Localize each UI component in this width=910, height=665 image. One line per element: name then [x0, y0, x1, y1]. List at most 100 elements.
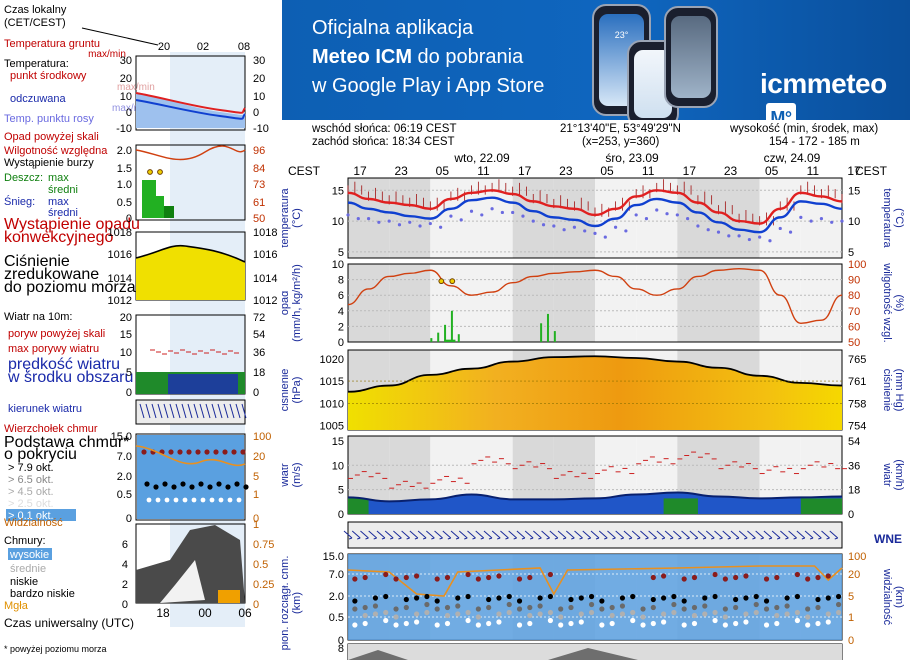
cloud-base-dot: [702, 611, 708, 617]
pressure-tick-right: 765: [848, 354, 866, 366]
legend-rain: Deszcz:: [4, 172, 43, 184]
legend-storm-marker: [147, 169, 153, 175]
legend-visibility-tick-right: 20: [253, 451, 265, 463]
legend-cloud-base: Podstawa chmur*: [4, 434, 129, 451]
cloud-base-dot: [671, 593, 677, 600]
cloud-base-dot: [784, 611, 790, 617]
legend-cloudbase-tick-left: 0: [126, 513, 132, 525]
legend-pressure-tick-left: 1012: [108, 295, 132, 307]
dew-point-dot: [500, 210, 504, 215]
pressure-tick-right: 754: [848, 421, 866, 433]
dew-point-dot: [686, 217, 690, 221]
wind-direction-arrowhead: [628, 537, 633, 540]
visibility-tick-right: 5: [848, 591, 854, 603]
wind-direction-arrowhead: [694, 537, 698, 540]
legend-cloud-dot: [155, 497, 161, 503]
promo-line-1: Oficjalna aplikacja: [312, 17, 474, 39]
pressure-left-axis-label-line: (hPa): [291, 377, 303, 404]
wind-green-segment: [348, 498, 369, 514]
wind-left-axis-label-line: wiatr: [282, 463, 291, 488]
wind-direction-arrow: [467, 530, 476, 539]
wind-tick-right: 36: [848, 460, 860, 472]
temp-tick-left: 15: [332, 185, 344, 197]
wind-direction-arrow: [738, 530, 748, 539]
wind-direction-arrow: [384, 530, 394, 539]
cloud-base-dot: [835, 601, 842, 608]
legend-low: niskie: [10, 576, 38, 588]
wind-direction-arrowhead: [447, 537, 451, 540]
cloud-base-dot: [630, 609, 636, 616]
precip-tick-left: 2: [338, 321, 344, 333]
cloud-base-dot: [588, 593, 595, 600]
cloud-base-dot: [630, 593, 636, 600]
wind-direction-arrow: [516, 530, 526, 539]
legend-local-hour: 08: [238, 41, 250, 53]
legend-okt: > 7.9 okt.: [8, 462, 54, 474]
wind-direction-arrow: [491, 530, 501, 539]
wind-direction-arrow: [351, 530, 361, 539]
panel-frame: [347, 177, 843, 259]
cloudbase-left-axis-label-line: (km): [291, 592, 303, 614]
cloud-base-dot: [743, 595, 749, 601]
hour-tick: 17: [518, 164, 532, 178]
wind-direction-arrowhead: [595, 537, 600, 540]
wind-direction-arrow: [582, 530, 592, 539]
wind-direction-arrowhead: [793, 537, 797, 540]
pressure-line: [347, 355, 843, 393]
legend-pressure-tick-left: 1016: [108, 249, 132, 261]
wind-direction-arrowhead: [834, 537, 838, 540]
wind-direction-arrowhead: [719, 537, 723, 540]
wind-direction-arrowhead: [826, 537, 830, 540]
day-label: wto, 22.09: [453, 151, 510, 165]
cloud-base-dot: [794, 593, 801, 600]
wind-direction-arrowhead: [818, 537, 822, 540]
cloud-base-dot: [825, 611, 831, 617]
dew-point-dot: [583, 229, 587, 233]
cloudbase-tick-left: 2.0: [329, 591, 344, 603]
dew-point-dot: [552, 224, 556, 228]
legend-precip-tick-left: 0.5: [117, 197, 132, 209]
cloud-base-dot: [444, 620, 451, 627]
cloud-base-dot: [475, 576, 481, 582]
cloud-base-dot: [465, 617, 471, 624]
wind-direction-arrowhead: [554, 537, 558, 540]
cloud-base-dot: [619, 603, 626, 609]
cloud-base-dot: [403, 574, 409, 581]
wind-left-axis-label-line: (m/s): [291, 462, 303, 487]
legend-wind-area-blue: [168, 374, 238, 394]
legend-wind-arrow: [175, 403, 181, 419]
wind-direction-arrow: [755, 530, 764, 539]
legend-cloud-dot: [162, 481, 168, 487]
cloud-base-dot: [516, 606, 523, 612]
wind-direction-arrow: [393, 530, 402, 539]
app-promo-banner[interactable]: Oficjalna aplikacja Meteo ICM do pobrani…: [282, 0, 910, 120]
cloud-base-dot: [835, 593, 842, 600]
visibility-tick-right: 1: [848, 612, 854, 624]
dew-point-dot: [778, 226, 782, 231]
cloud-base-dot: [609, 612, 615, 619]
cloud-base-dot: [578, 611, 584, 617]
grid-text: (x=253, y=360): [582, 136, 660, 148]
meteogram-chart[interactable]: CEST CEST wto, 22.09 śro, 23.09 czw, 24.09 17…: [279, 120, 910, 661]
legend-gust-above: poryw powyżej skali: [8, 328, 105, 340]
phone-temp: 23°: [614, 30, 629, 40]
wind-direction-arrowhead: [587, 537, 591, 540]
legend-wind10: Wiatr na 10m:: [4, 311, 72, 323]
temp-series-line: [347, 189, 843, 225]
cloudbase-left-axis-label: pion. rozciągł. chm.(km): [279, 556, 303, 651]
cloud-base-dot: [352, 576, 358, 582]
dew-point-dot: [706, 228, 710, 232]
promo-line-3: w Google Play i App Store: [312, 75, 545, 97]
time-band: [430, 264, 472, 342]
legend-cloudbase-frame: [135, 433, 246, 521]
legend-wind-tick-left: 5: [126, 367, 132, 379]
legend-wind-arrow: [193, 403, 199, 419]
wind-tick-left: 10: [332, 460, 344, 472]
legend-clouds-tick-right: 0.75: [253, 539, 274, 551]
wind-direction-arrow: [409, 530, 419, 539]
promo-line-2-rest: do pobrania: [412, 46, 524, 68]
legend-humidity-tick-right: 50: [253, 213, 265, 225]
cloud-base-dot: [691, 574, 698, 581]
wind-direction-arrow: [730, 530, 740, 539]
legend-okt: > 4.5 okt.: [8, 486, 54, 498]
